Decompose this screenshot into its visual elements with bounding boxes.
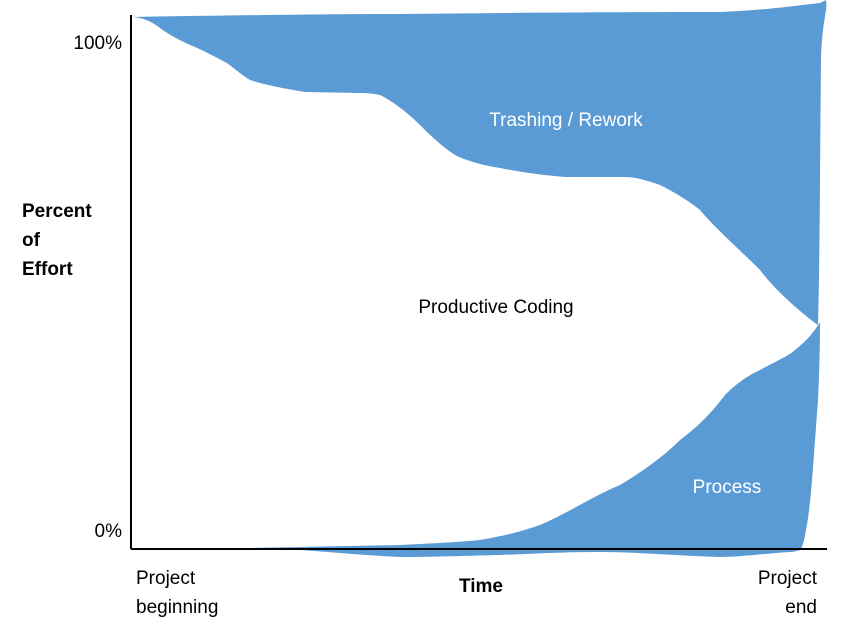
y-bottom-label: 0% [95, 521, 123, 542]
x-end-label: Project [758, 568, 818, 589]
x-axis-title: Time [459, 576, 503, 597]
process-region [245, 322, 820, 557]
x-start-label: Project [136, 568, 196, 589]
x-end-label: end [785, 597, 817, 618]
region-label: Trashing / Rework [489, 110, 643, 131]
trashing-region [132, 0, 827, 325]
region-label: Process [693, 477, 762, 498]
x-start-label: beginning [136, 597, 218, 618]
y-axis-title: of [22, 230, 41, 251]
y-top-label: 100% [73, 33, 122, 54]
y-axis-title: Percent [22, 201, 92, 222]
y-axis-title: Effort [22, 259, 73, 280]
region-label: Productive Coding [418, 297, 573, 318]
